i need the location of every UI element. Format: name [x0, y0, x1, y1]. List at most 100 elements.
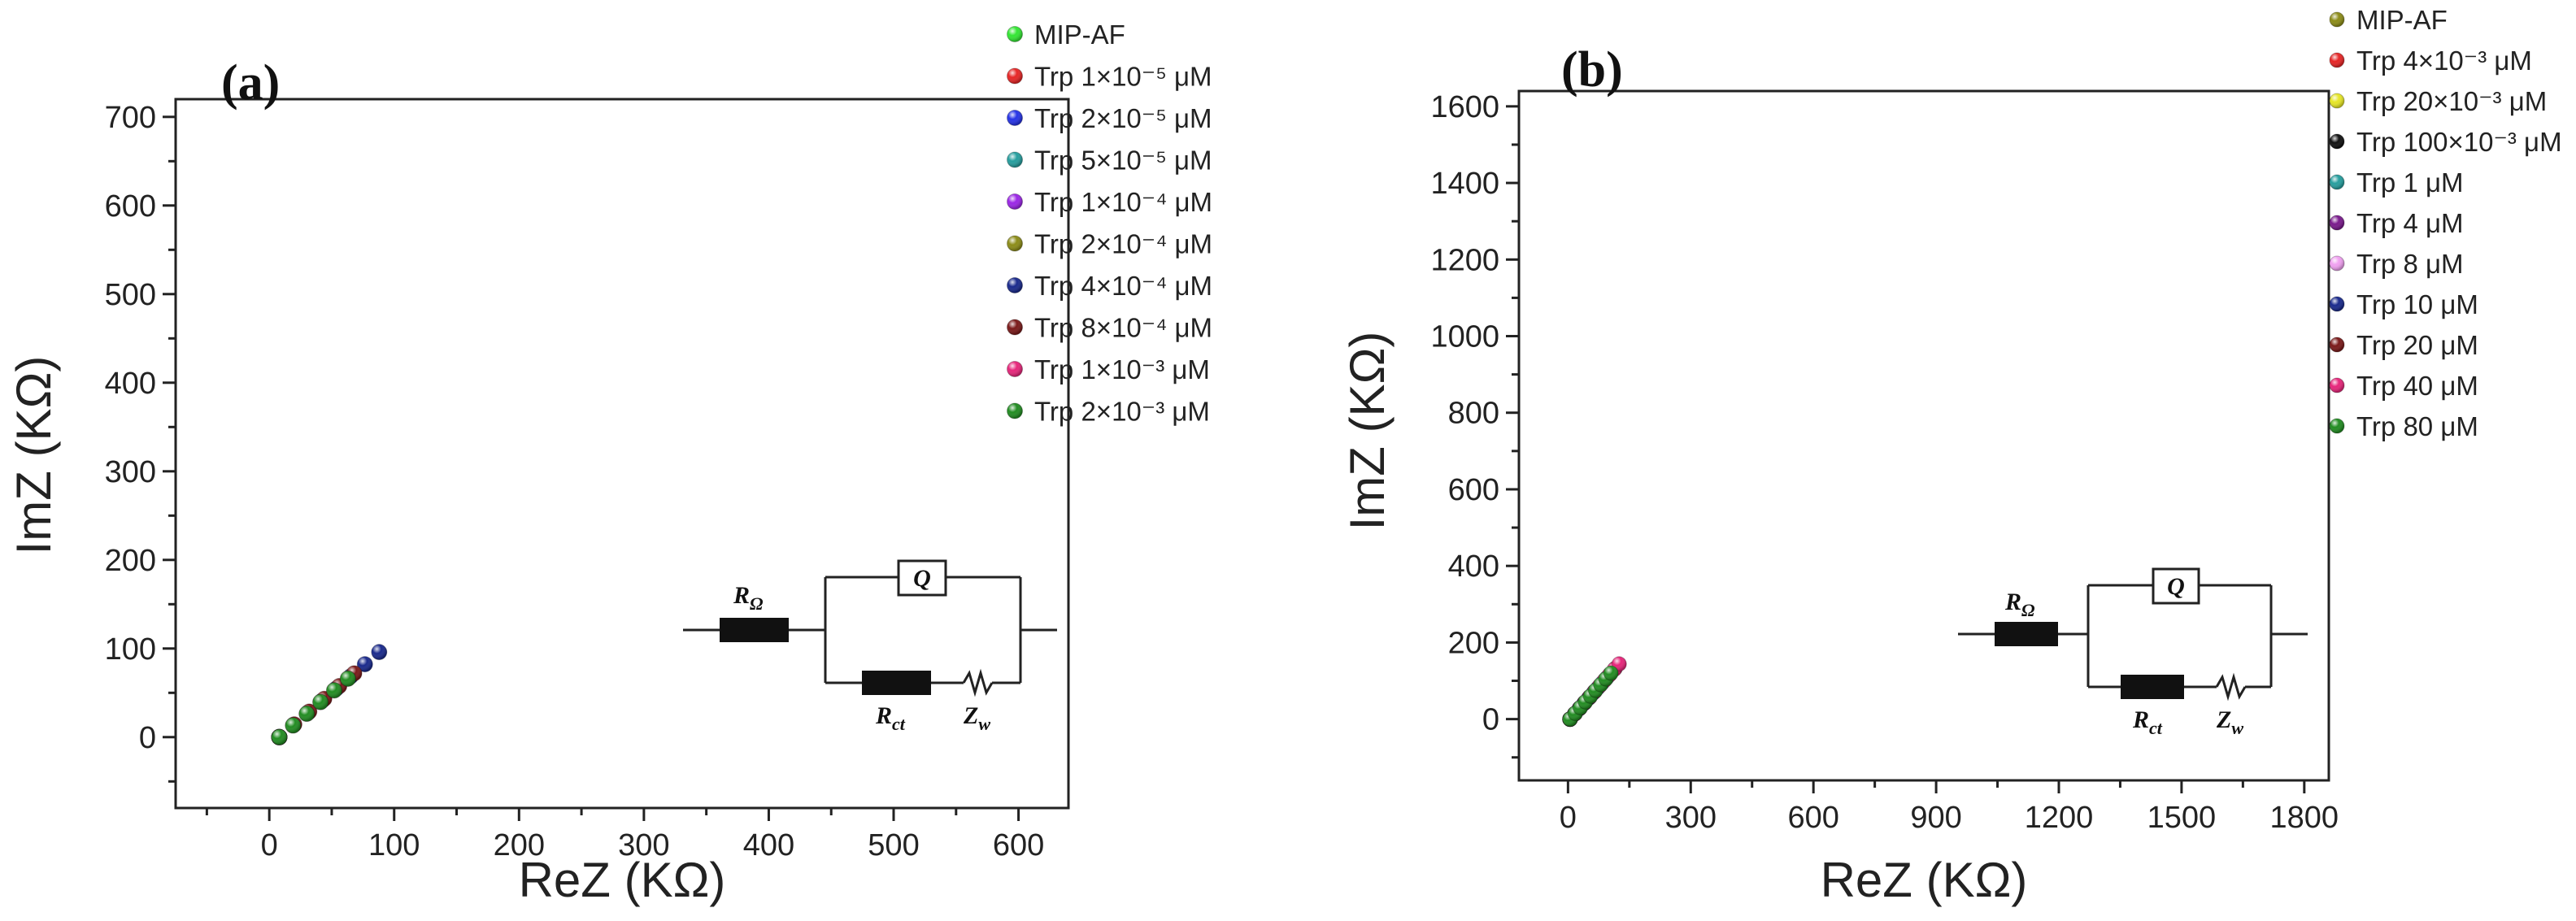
legend-label: Trp 1×10⁻⁵ μM	[1034, 62, 1212, 92]
legend-marker-highlight	[1007, 26, 1023, 42]
panel-a-equivalent-circuit: Q RΩ Rct Zw	[683, 559, 1057, 734]
data-series	[1562, 665, 1619, 728]
panel-b-legend: MIP-AF Trp 4×10⁻³ μM Trp 20×10⁻³ μM Trp 100…	[2329, 5, 2562, 441]
legend-marker-highlight	[2330, 215, 2344, 230]
legend-label: Trp 1×10⁻⁴ μM	[1034, 187, 1212, 217]
legend-marker-highlight	[1007, 403, 1023, 419]
r-ct-label: Rct	[2132, 706, 2163, 738]
legend-label: Trp 100×10⁻³ μM	[2356, 127, 2562, 157]
y-tick-label: 300	[105, 455, 156, 489]
data-point-highlight	[271, 729, 287, 745]
y-tick-label: 800	[1448, 397, 1499, 431]
panel-a-axes: 0 100 200 300 400 500 600 0 100 200 300 400 500 600 70…	[105, 101, 1045, 862]
warburg-element-zw	[2215, 672, 2247, 702]
legend-marker-highlight	[2330, 134, 2344, 149]
z-w-label: Zw	[963, 702, 990, 734]
r-omega-label: RΩ	[733, 582, 764, 614]
data-point-highlight	[340, 671, 356, 687]
legend-label: Trp 80 μM	[2356, 411, 2478, 441]
panel-a-plot-frame	[174, 98, 1070, 810]
panel-b-equivalent-circuit: Q RΩ Rct Zw	[1958, 567, 2308, 738]
panel-b-x-axis-title: ReZ (KΩ)	[1821, 853, 2028, 907]
x-tick-label: 500	[868, 828, 919, 862]
legend-label: MIP-AF	[1034, 20, 1125, 50]
legend-label: Trp 1 μM	[2356, 167, 2463, 198]
legend-marker-highlight	[2330, 256, 2344, 271]
legend-label: Trp 8×10⁻⁴ μM	[1034, 313, 1212, 343]
y-tick-label: 500	[105, 278, 156, 312]
y-tick-label: 1600	[1430, 90, 1499, 124]
panel-a-legend: MIP-AF Trp 1×10⁻⁵ μM Trp 2×10⁻⁵ μM Trp 5×10…	[1007, 20, 1212, 427]
panel-b-y-axis-title: ImZ (KΩ)	[1340, 332, 1395, 531]
panel-a-y-axis-title: ImZ (KΩ)	[7, 356, 61, 555]
panel-b-plot-frame	[1517, 89, 2330, 782]
x-tick-label: 600	[993, 828, 1044, 862]
x-tick-label: 200	[494, 828, 545, 862]
r-omega-label: RΩ	[2004, 589, 2035, 620]
x-tick-label: 300	[618, 828, 669, 862]
legend-marker-highlight	[1007, 277, 1023, 293]
y-tick-label: 100	[105, 632, 156, 667]
legend-label: Trp 1×10⁻³ μM	[1034, 354, 1210, 384]
data-point-highlight	[298, 706, 315, 722]
panel-b-label: (b)	[1561, 42, 1623, 98]
resistor-r-ct	[2121, 675, 2184, 699]
legend-marker-highlight	[2330, 419, 2344, 433]
panel-b-data-series	[1562, 656, 1627, 728]
y-tick-label: 0	[1482, 703, 1499, 737]
x-tick-label: 1800	[2270, 801, 2339, 835]
y-tick-label: 400	[105, 367, 156, 401]
y-tick-label: 1200	[1430, 243, 1499, 277]
legend-marker-highlight	[2330, 93, 2344, 108]
legend-label: Trp 2×10⁻³ μM	[1034, 397, 1210, 427]
y-tick-label: 700	[105, 101, 156, 135]
resistor-r-ct	[862, 671, 931, 695]
y-tick-label: 600	[105, 189, 156, 224]
x-tick-label: 1500	[2147, 801, 2217, 835]
y-tick-label: 400	[1448, 550, 1499, 584]
warburg-element-zw	[962, 668, 994, 697]
resistor-r-omega	[720, 618, 789, 642]
resistor-r-omega	[1995, 622, 2058, 646]
legend-marker-highlight	[1007, 193, 1023, 210]
legend-marker-highlight	[2330, 53, 2344, 67]
legend-label: Trp 20 μM	[2356, 330, 2478, 360]
panel-a: 0 100 200 300 400 500 600 0 100 200 300 400 500 600 70…	[7, 20, 1212, 907]
legend-marker-highlight	[2330, 12, 2344, 27]
data-point-highlight	[285, 717, 301, 733]
legend-label: Trp 5×10⁻⁵ μM	[1034, 146, 1212, 176]
legend-label: Trp 4×10⁻⁴ μM	[1034, 271, 1212, 301]
legend-marker-highlight	[2330, 297, 2344, 311]
legend-label: Trp 2×10⁻⁵ μM	[1034, 103, 1212, 133]
constant-phase-element-q	[897, 559, 947, 597]
data-point-highlight	[357, 656, 373, 672]
z-w-label: Zw	[2216, 706, 2243, 738]
panel-b: 0 300 600 900 1200 1500 1800 0 200 400 600 800 1000 1…	[1340, 5, 2562, 907]
panel-a-x-axis-title: ReZ (KΩ)	[519, 853, 726, 907]
panel-b-axes: 0 300 600 900 1200 1500 1800 0 200 400 600 800 1000 1…	[1430, 90, 2339, 835]
legend-label: Trp 20×10⁻³ μM	[2356, 86, 2547, 116]
legend-marker-highlight	[2330, 175, 2344, 189]
data-point-highlight	[371, 644, 387, 660]
q-label: Q	[2167, 573, 2185, 600]
legend-label: Trp 2×10⁻⁴ μM	[1034, 229, 1212, 259]
legend-label: Trp 8 μM	[2356, 249, 2463, 279]
legend-marker-highlight	[1007, 236, 1023, 251]
x-tick-label: 400	[743, 828, 794, 862]
r-ct-label: Rct	[875, 702, 906, 734]
legend-label: MIP-AF	[2356, 5, 2448, 35]
legend-marker-highlight	[1007, 152, 1023, 167]
data-point-highlight	[1603, 666, 1619, 681]
legend-marker-highlight	[1007, 361, 1023, 377]
x-tick-label: 900	[1910, 801, 1961, 835]
y-tick-label: 600	[1448, 473, 1499, 507]
legend-label: Trp 10 μM	[2356, 289, 2478, 319]
panel-a-label: (a)	[221, 55, 280, 111]
y-tick-label: 200	[1448, 626, 1499, 660]
y-tick-label: 200	[105, 544, 156, 578]
legend-label: Trp 40 μM	[2356, 371, 2478, 401]
legend-marker-highlight	[1007, 110, 1023, 126]
x-tick-label: 0	[261, 828, 278, 862]
legend-marker-highlight	[1007, 68, 1023, 84]
